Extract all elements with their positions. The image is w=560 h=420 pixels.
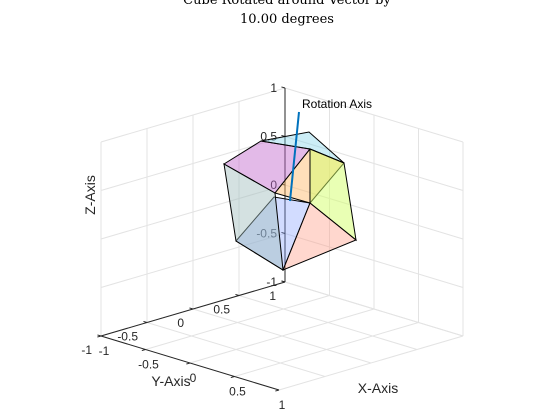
- grid-line: [238, 295, 418, 350]
- rotated-cube: [223, 131, 357, 271]
- z-tick-label: 0: [270, 178, 277, 192]
- y-axis-label: Y-Axis: [151, 373, 190, 389]
- chart-subtitle: 10.00 degrees: [240, 12, 334, 27]
- x-tick-mark: [275, 389, 280, 392]
- x-tick-mark: [230, 376, 235, 379]
- grid-line: [278, 335, 464, 391]
- chart-title: Cube Rotated around Vector by: [183, 0, 391, 8]
- rotation-axis-label: Rotation Axis: [302, 97, 372, 111]
- y-tick-mark: [97, 334, 102, 337]
- z-tick-label: -0.5: [256, 227, 277, 241]
- x-tick-label: -1: [99, 344, 110, 358]
- y-tick-label: 0: [177, 316, 184, 330]
- grid-line: [192, 308, 372, 364]
- grid-line: [100, 184, 286, 240]
- rotation-axis-line: [289, 111, 300, 202]
- grid-line: [284, 136, 464, 191]
- z-tick-label: 1: [270, 81, 277, 95]
- y-tick-mark: [189, 307, 194, 310]
- x-tick-mark: [141, 349, 146, 352]
- x-tick-mark: [186, 362, 191, 365]
- x-tick-label: -0.5: [138, 358, 159, 372]
- axes-group: -1-0.500.51-1-0.500.51-1-0.500.51: [81, 81, 464, 412]
- z-tick-mark: [281, 280, 286, 283]
- y-tick-label: -0.5: [117, 330, 138, 344]
- x-tick-label: 1: [279, 398, 286, 412]
- z-tick-mark: [281, 86, 286, 89]
- y-tick-mark: [143, 320, 148, 323]
- grid-line: [284, 87, 464, 143]
- grid-line: [100, 87, 286, 143]
- x-axis-label: X-Axis: [358, 380, 398, 396]
- y-tick-label: -1: [81, 343, 92, 357]
- y-tick-label: 0.5: [213, 303, 230, 317]
- cube-face-floor: [282, 202, 357, 271]
- grid-line: [234, 322, 419, 377]
- x-tick-label: 0: [190, 371, 197, 385]
- z-tick-mark: [281, 231, 286, 234]
- z-axis-label: Z-Axis: [82, 175, 98, 215]
- z-tick-label: -1: [266, 275, 277, 289]
- grid-line: [284, 281, 464, 337]
- y-tick-mark: [235, 293, 240, 296]
- x-tick-label: 0.5: [229, 385, 246, 399]
- y-tick-label: 1: [269, 289, 276, 303]
